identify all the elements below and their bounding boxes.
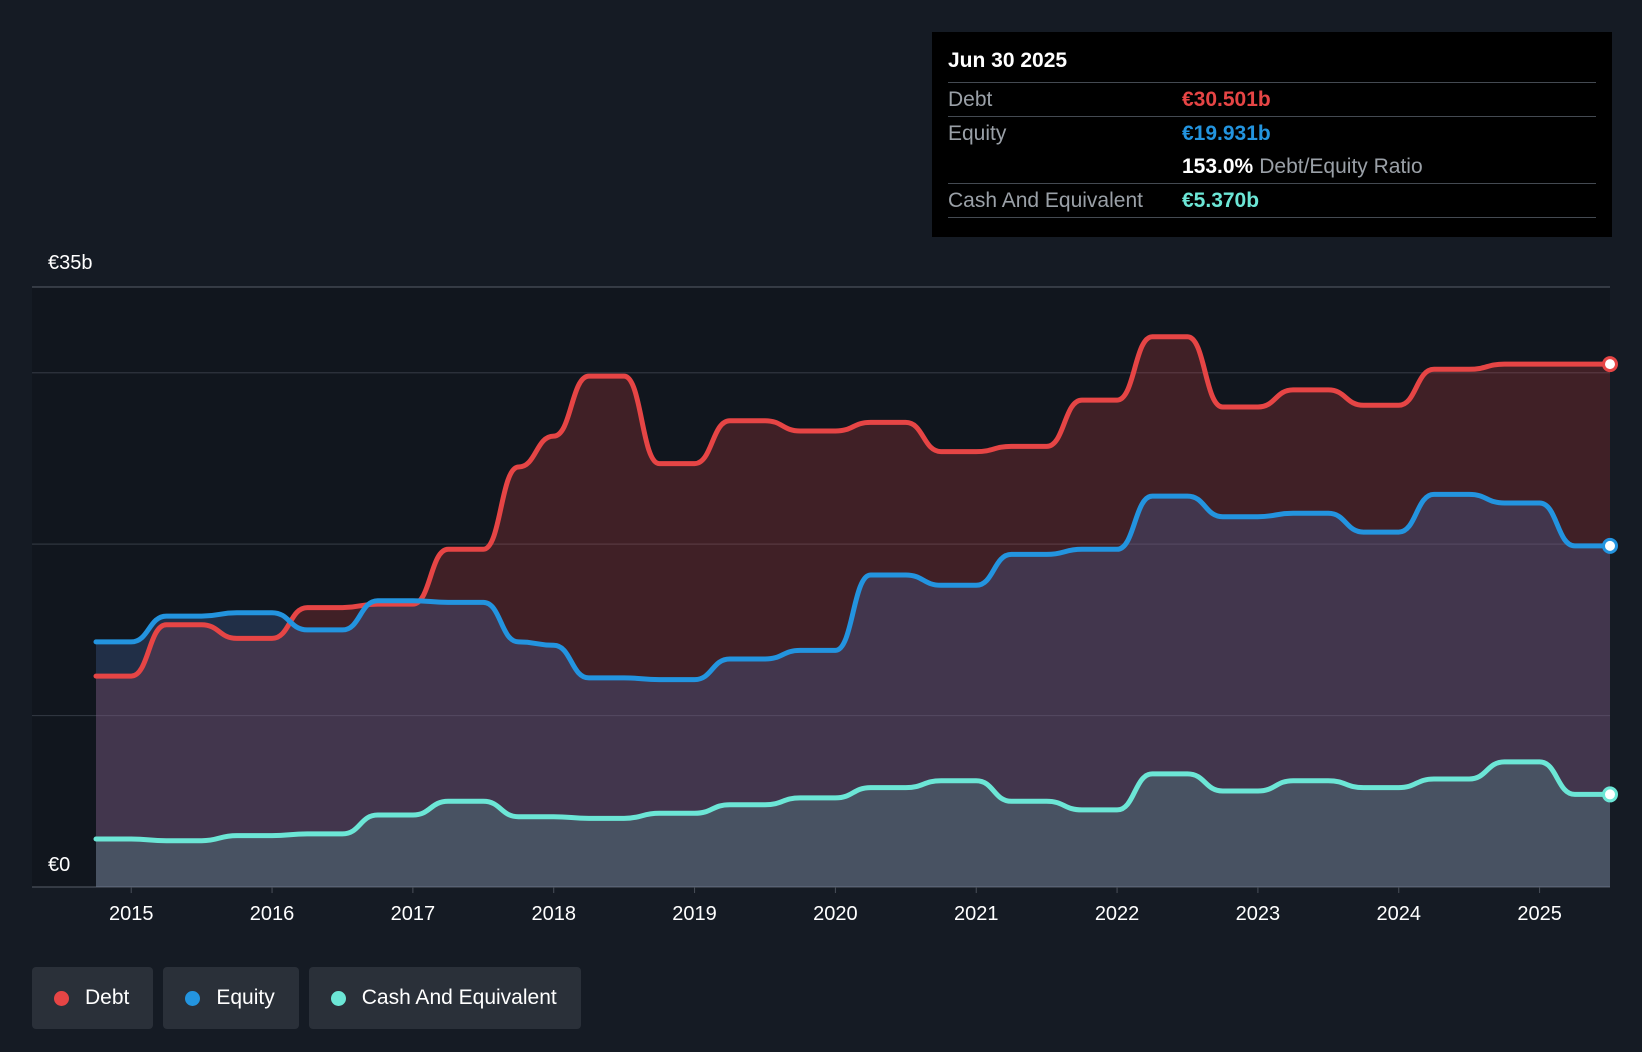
y-tick-label-bottom: €0 xyxy=(48,854,70,876)
grid-lines xyxy=(32,286,1610,888)
legend-equity-label: Equity xyxy=(216,986,275,1009)
x-tick-label: 2018 xyxy=(531,903,576,925)
x-tick-label: 2022 xyxy=(1095,903,1140,925)
legend-cash-label: Cash And Equivalent xyxy=(361,986,557,1009)
legend-item-cash[interactable]: Cash And Equivalent xyxy=(308,967,581,1029)
tooltip-debt-value: €30.501b xyxy=(1182,87,1271,111)
legend-debt-label: Debt xyxy=(85,986,130,1009)
x-tick-label: 2019 xyxy=(672,903,717,925)
tooltip-cash-value: €5.370b xyxy=(1182,188,1260,212)
x-tick-label: 2016 xyxy=(250,903,295,925)
tooltip-equity-value: €19.931b xyxy=(1182,121,1271,145)
tooltip-debt-row: Debt €30.501b xyxy=(948,82,1596,116)
equity-dot-icon xyxy=(185,990,201,1006)
tooltip-ratio-value: 153.0% xyxy=(1182,154,1254,178)
cash-and-equivalent-end-point[interactable] xyxy=(1602,786,1618,803)
equity-line xyxy=(93,491,1613,683)
x-tick-label: 2017 xyxy=(391,903,436,925)
x-tick-label: 2015 xyxy=(109,903,154,925)
x-tick-label: 2025 xyxy=(1517,903,1562,925)
tooltip-date: Jun 30 2025 xyxy=(948,49,1068,72)
legend-item-equity[interactable]: Equity xyxy=(163,967,299,1029)
tooltip: Jun 30 2025 Debt €30.501b Equity €19.931… xyxy=(932,32,1612,237)
tooltip-ratio-label: Debt/Equity Ratio xyxy=(1259,154,1423,178)
series-lines xyxy=(93,334,1613,844)
x-tick-label: 2020 xyxy=(813,903,858,925)
debt-end-point[interactable] xyxy=(1602,356,1618,373)
debt-line xyxy=(93,334,1613,679)
legend: Debt Equity Cash And Equivalent xyxy=(32,967,581,1029)
tooltip-ratio-row: 153.0% Debt/Equity Ratio xyxy=(948,150,1596,183)
tooltip-equity-row: Equity €19.931b xyxy=(948,116,1596,150)
x-tick-label: 2023 xyxy=(1236,903,1281,925)
cash-and-equivalent-line xyxy=(93,759,1613,844)
tooltip-cash-label: Cash And Equivalent xyxy=(948,188,1143,212)
equity-end-point[interactable] xyxy=(1602,537,1618,554)
tooltip-cash-row: Cash And Equivalent €5.370b xyxy=(948,183,1596,218)
tooltip-debt-label: Debt xyxy=(948,87,993,111)
tooltip-equity-label: Equity xyxy=(948,121,1007,145)
x-tick-label: 2021 xyxy=(954,903,999,925)
end-markers xyxy=(1602,356,1618,803)
y-tick-label-top: €35b xyxy=(48,252,93,274)
x-tick-label: 2024 xyxy=(1376,903,1421,925)
cash-dot-icon xyxy=(330,990,346,1006)
debt-dot-icon xyxy=(54,990,69,1006)
axes: €35b €0 2015 2016 2017 2018 2019 2020 2021 2022 20… xyxy=(48,252,1562,925)
legend-item-debt[interactable]: Debt xyxy=(32,967,154,1029)
